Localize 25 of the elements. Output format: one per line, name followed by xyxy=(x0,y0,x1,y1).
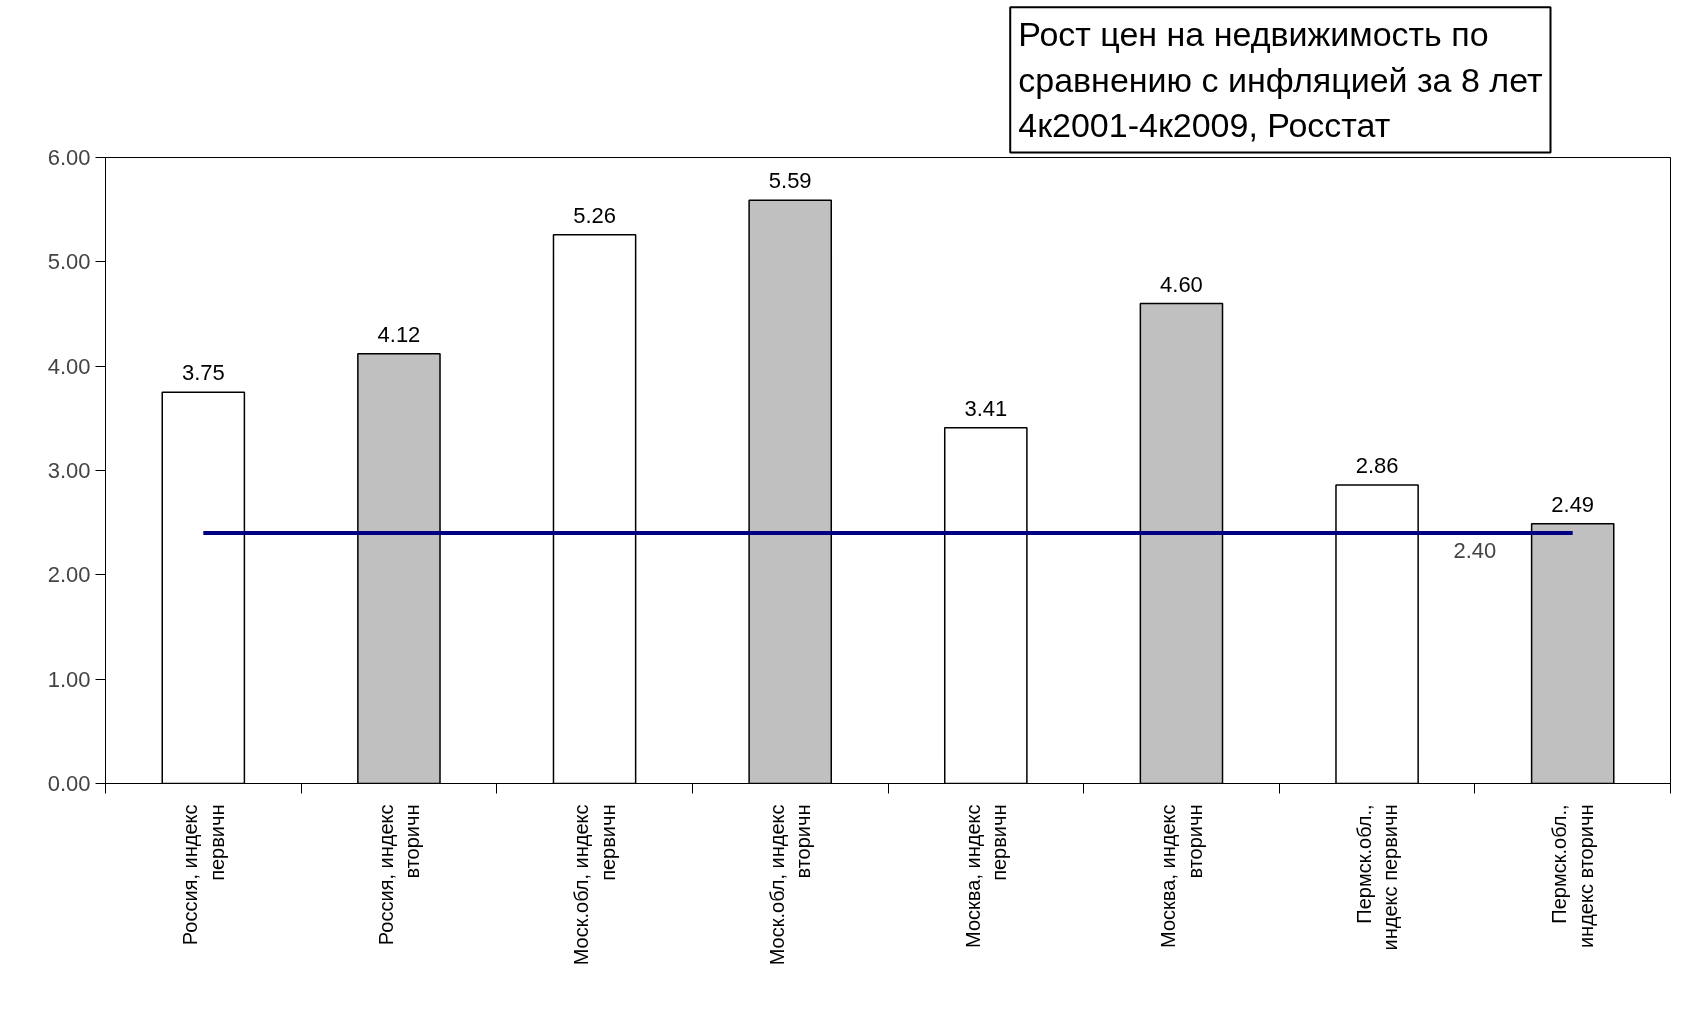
chart-title: Рост цен на недвижимость по сравнению с инфляцией за 8 лет 4к2001-4к2009, Росстат xyxy=(1018,15,1543,145)
data-label: 2.86 xyxy=(1355,453,1399,479)
y-tick-label: 4.00 xyxy=(47,353,91,379)
data-label: 3.41 xyxy=(964,395,1008,421)
x-tick-label: Россия, индекс вторичн xyxy=(374,804,424,946)
data-label: 5.26 xyxy=(573,202,616,228)
data-label: 5.59 xyxy=(768,168,812,194)
data-label: 4.60 xyxy=(1160,271,1203,297)
x-tick-label: Москва, индекс первичн xyxy=(961,804,1011,948)
x-tick-label: Моск.обл, индекс вторичн xyxy=(765,804,815,966)
data-label: 2.49 xyxy=(1551,491,1595,517)
x-tick-label: Москва, индекс вторичн xyxy=(1157,804,1206,948)
x-tick-label: Пермск.обл., индекс вторичн xyxy=(1548,804,1597,949)
y-tick-label: 3.00 xyxy=(47,458,91,483)
data-label: 3.75 xyxy=(181,360,225,386)
y-tick-label: 0.00 xyxy=(47,771,91,796)
y-tick-label: 1.00 xyxy=(47,666,91,692)
ref-line-label: 2.40 xyxy=(1453,538,1497,564)
data-label: 4.12 xyxy=(377,321,421,347)
y-tick-label: 5.00 xyxy=(47,249,91,275)
x-tick-label: Моск.обл, индекс первичн xyxy=(570,804,619,966)
x-tick-label: Россия, индекс первичн xyxy=(179,804,228,946)
x-tick-label: Пермск.обл., индекс первичн xyxy=(1352,804,1402,951)
y-tick-label: 6.00 xyxy=(47,145,91,170)
y-tick-label: 2.00 xyxy=(47,562,91,588)
